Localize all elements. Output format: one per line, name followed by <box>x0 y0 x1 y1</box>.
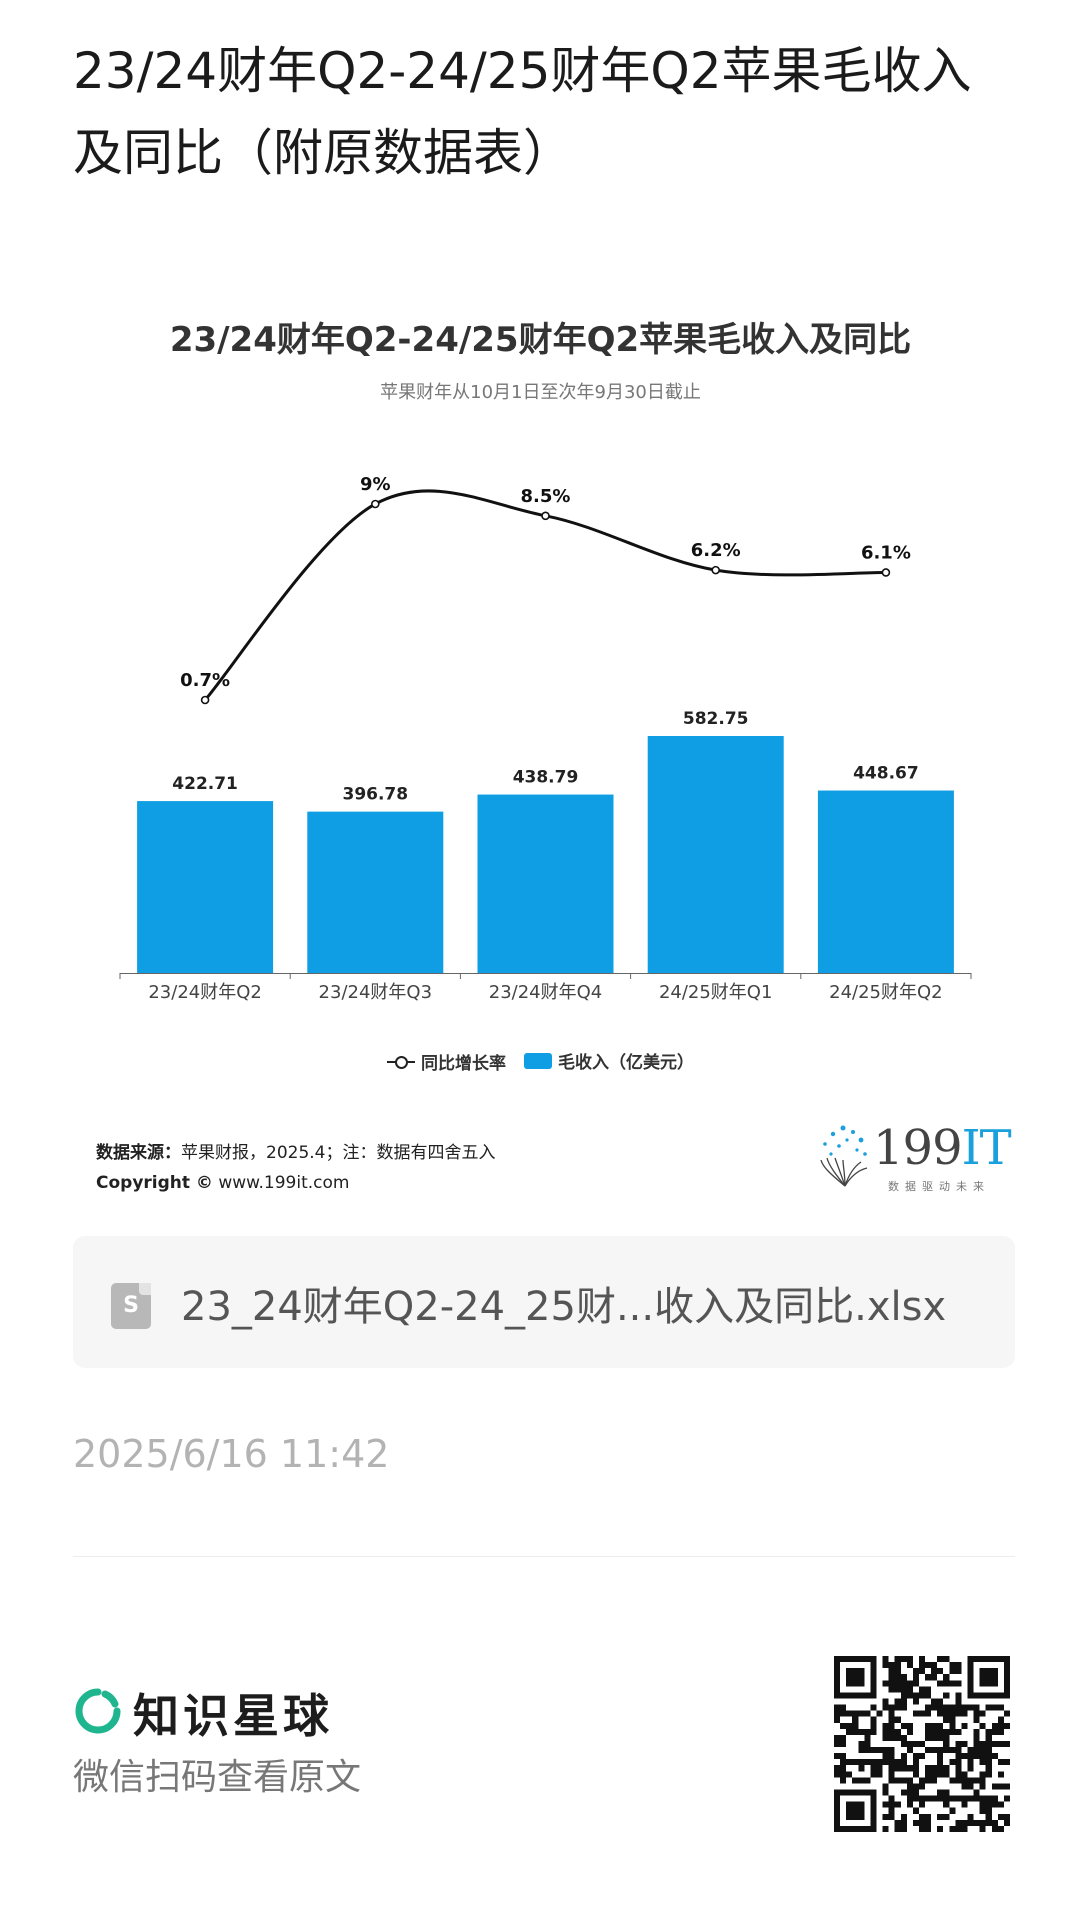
growth-point <box>541 511 550 521</box>
chart-image: 422.71 396.78 438.79 582.75 448.67 23/24财年Q2 2… <box>73 290 1012 1210</box>
growth-value-label: 0.7% <box>180 670 230 691</box>
growth-point <box>881 568 891 577</box>
growth-value-label: 6.2% <box>691 540 741 561</box>
dandelion-icon <box>820 1125 868 1187</box>
attachment-card[interactable]: S 23_24财年Q2-24_25财...收入及同比.xlsx <box>73 1236 1015 1368</box>
brand-it: IT <box>961 1120 1012 1176</box>
revenue-bar <box>137 801 274 973</box>
x-tick-label: 24/25财年Q2 <box>829 982 943 1003</box>
bar-value-label: 396.78 <box>342 785 408 805</box>
qr-code-icon[interactable] <box>834 1656 1010 1832</box>
source-text: 苹果财报，2025.4；注：数据有四舍五入 <box>181 1143 496 1163</box>
revenue-bar <box>477 794 614 973</box>
x-tick-label: 23/24财年Q3 <box>319 982 433 1003</box>
bar-value-label: 582.75 <box>683 709 749 729</box>
chart-subtitle: 苹果财年从10月1日至次年9月30日截止 <box>380 382 701 403</box>
growth-point <box>370 499 380 509</box>
bar-value-label: 448.67 <box>853 764 919 784</box>
zsxq-logo-icon <box>75 1688 121 1734</box>
x-tick-label: 23/24财年Q2 <box>148 982 262 1003</box>
app-name: 知识星球 <box>133 1689 333 1743</box>
post-title: 23/24财年Q2-24/25财年Q2苹果毛收入及同比（附原数据表） <box>73 42 972 182</box>
growth-value-label: 6.1% <box>861 542 911 563</box>
legend-label-growth: 同比增长率 <box>421 1054 507 1074</box>
chart-title: 23/24财年Q2-24/25财年Q2苹果毛收入及同比 <box>169 320 912 360</box>
growth-value-label: 9% <box>360 474 391 495</box>
post-timestamp: 2025/6/16 11:42 <box>73 1432 390 1476</box>
sheet-file-icon: S <box>111 1283 151 1329</box>
brand-num: 199 <box>873 1120 963 1176</box>
chart-svg: 422.71 396.78 438.79 582.75 448.67 23/24财年Q2 2… <box>119 474 972 1003</box>
divider <box>73 1556 1015 1557</box>
copyright-label: Copyright © <box>96 1173 213 1193</box>
growth-point <box>711 565 721 575</box>
chart-legend: 同比增长率 毛收入（亿美元） <box>73 1048 1008 1074</box>
legend-item-revenue: 毛收入（亿美元） <box>523 1048 694 1073</box>
brand-wordmark: 199IT <box>873 1120 1012 1176</box>
legend-bar-marker <box>523 1052 552 1069</box>
source-label: 数据来源： <box>96 1143 181 1163</box>
scan-hint: 微信扫码查看原文 <box>73 1757 362 1798</box>
revenue-bar <box>817 790 954 973</box>
growth-line <box>203 489 886 701</box>
growth-point <box>200 695 210 705</box>
bar-value-label: 422.71 <box>172 774 238 794</box>
brand-tagline: 数据驱动未来 <box>888 1180 990 1193</box>
revenue-bar <box>647 736 784 973</box>
data-source: 数据来源：苹果财报，2025.4；注：数据有四舍五入 Copyright © w… <box>96 1138 495 1198</box>
brand-logo-199it: 199IT 数据驱动未来 <box>813 1120 1013 1200</box>
growth-value-label: 8.5% <box>521 486 571 507</box>
legend-line-marker <box>387 1055 416 1069</box>
revenue-bar <box>307 811 444 973</box>
x-tick-label: 23/24财年Q4 <box>489 982 603 1003</box>
copyright-url: www.199it.com <box>218 1173 350 1193</box>
legend-label-revenue: 毛收入（亿美元） <box>557 1053 694 1073</box>
attachment-filename: 23_24财年Q2-24_25财...收入及同比.xlsx <box>181 1284 947 1330</box>
bar-value-label: 438.79 <box>513 768 579 788</box>
legend-item-growth: 同比增长率 <box>387 1049 506 1074</box>
x-tick-label: 24/25财年Q1 <box>659 982 773 1003</box>
